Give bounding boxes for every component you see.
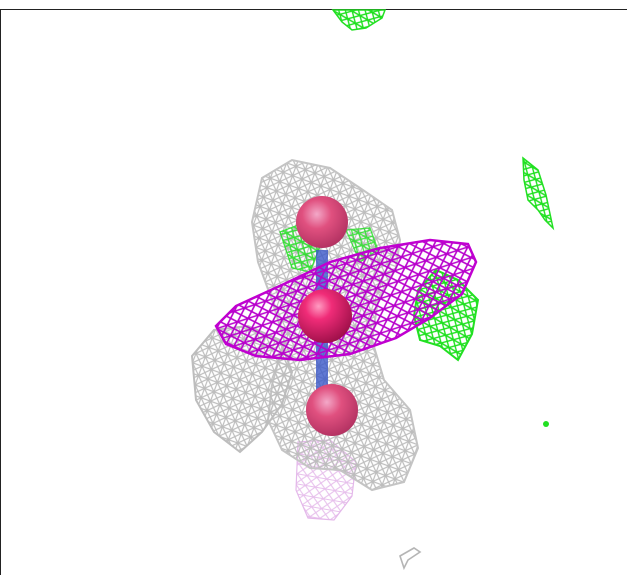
green-mesh-speck — [543, 421, 549, 427]
central-atom-sphere — [298, 289, 352, 343]
grey-mesh-fragment-bottom — [399, 547, 422, 571]
lower-atom-sphere — [306, 384, 358, 436]
viewport-left-border — [0, 9, 1, 575]
green-mesh-fragment-top — [331, 9, 387, 31]
upper-atom-sphere — [296, 196, 348, 248]
green-mesh-fragment-right — [522, 156, 555, 231]
viewport-top-border — [0, 9, 627, 10]
